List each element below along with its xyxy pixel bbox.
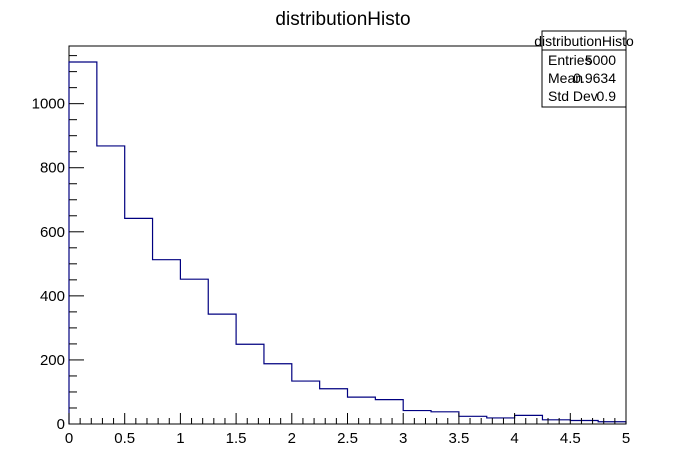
stats-box-frame <box>541 30 627 108</box>
histogram-bin <box>487 418 515 424</box>
stats-value-mean: 0.9634 <box>573 70 616 86</box>
stats-value-entries: 5000 <box>585 52 616 68</box>
histogram-bin <box>292 381 320 424</box>
histogram-bin <box>348 397 376 424</box>
histogram-bin <box>431 412 459 424</box>
x-tick-label: 0 <box>65 430 73 447</box>
histogram-bin <box>69 62 97 424</box>
chart-title: distributionHisto <box>275 9 410 30</box>
x-tick-label: 4 <box>510 430 518 447</box>
histogram-bin <box>542 420 570 424</box>
stats-label-entries: Entries <box>548 52 592 68</box>
histogram-bin <box>320 389 348 424</box>
x-tick-label: 3.5 <box>448 430 469 447</box>
stats-value-std-dev: 0.9 <box>597 88 617 104</box>
x-tick-label: 0.5 <box>114 430 135 447</box>
histogram-bin <box>97 146 125 424</box>
histogram-bin <box>125 218 153 424</box>
x-axis: 0 0.5 1 1.5 2 2.5 3 3.5 4 4.5 5 <box>65 413 630 447</box>
y-tick-label: 200 <box>40 352 65 369</box>
y-axis: 0 200 400 600 800 1000 <box>32 55 84 433</box>
histogram-bin <box>180 279 208 424</box>
stats-box: distributionHisto Entries 5000 Mean 0.96… <box>534 30 634 108</box>
histogram-bin <box>375 400 403 424</box>
y-tick-label: 400 <box>40 288 65 305</box>
histogram-bin <box>459 416 487 424</box>
histogram-outline <box>68 61 627 424</box>
histogram-bin <box>515 415 543 424</box>
stats-label-std-dev: Std Dev <box>548 88 598 104</box>
x-tick-label: 4.5 <box>560 430 581 447</box>
stats-label-mean: Mean <box>548 70 583 86</box>
histogram-bin <box>264 364 292 424</box>
y-tick-label: 1000 <box>32 96 65 113</box>
histogram-bin <box>208 314 236 424</box>
histogram-bin <box>153 260 181 424</box>
x-tick-label: 1 <box>176 430 184 447</box>
y-tick-label: 600 <box>40 224 65 241</box>
x-tick-label: 5 <box>622 430 630 447</box>
histogram-bin <box>236 344 264 424</box>
x-tick-label: 3 <box>399 430 407 447</box>
x-tick-label: 2 <box>288 430 296 447</box>
stats-box-title: distributionHisto <box>534 33 634 49</box>
x-tick-label: 2.5 <box>337 430 358 447</box>
x-tick-label: 1.5 <box>226 430 247 447</box>
y-tick-label: 0 <box>57 416 65 433</box>
y-tick-label: 800 <box>40 160 65 177</box>
histogram-bin <box>403 411 431 424</box>
